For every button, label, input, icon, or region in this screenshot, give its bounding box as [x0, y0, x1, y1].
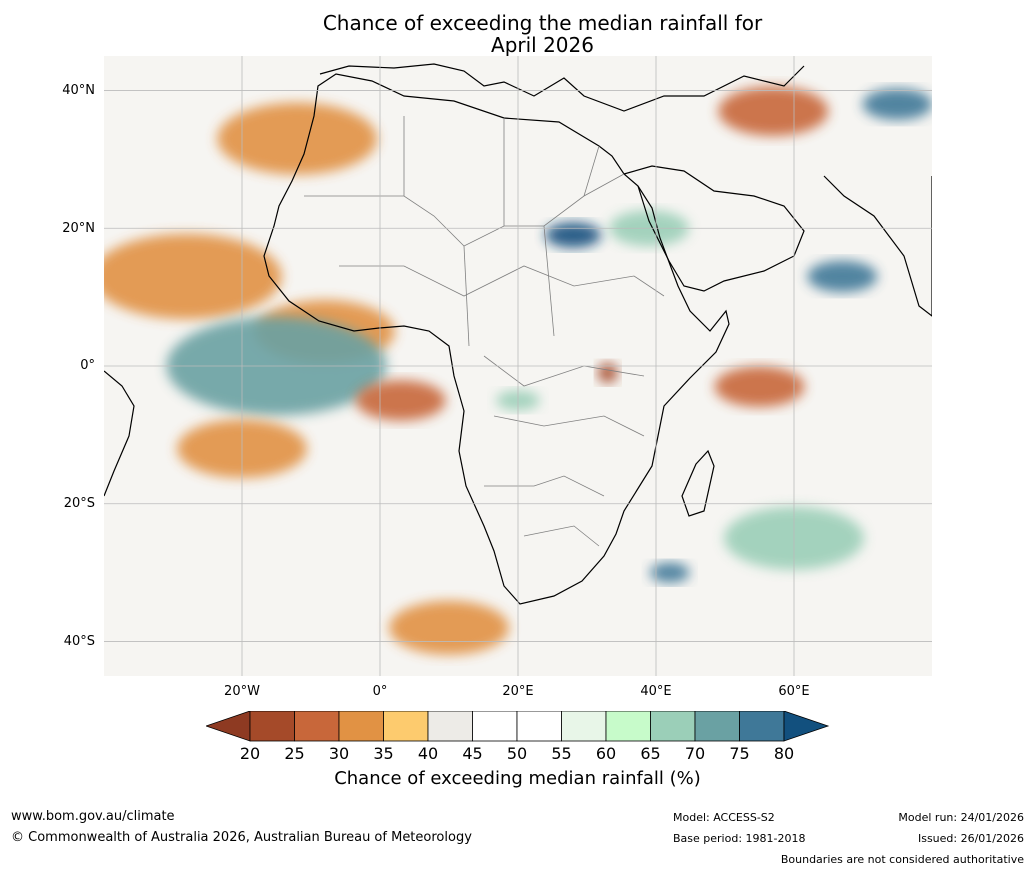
anomaly-region-central-asia: [862, 88, 932, 120]
country-borders: [304, 116, 665, 547]
anomaly-region-western-indian-ocean: [714, 366, 805, 407]
footer-model-run: Model run: 24/01/2026: [898, 811, 1024, 824]
lon-label-0: 0°: [372, 684, 388, 699]
anomaly-region-arabian-sea: [807, 260, 878, 293]
lat-label-20s: 20°S: [63, 496, 95, 511]
colorbar-bin: [605, 711, 651, 742]
coastlines: [104, 63, 932, 605]
colorbar-bin: [650, 711, 696, 742]
colorbar-bin: [383, 711, 429, 742]
footer-base-period: Base period: 1981-2018: [673, 832, 806, 845]
colorbar-bin: [427, 711, 473, 742]
lat-label-40s: 40°S: [63, 634, 95, 649]
lon-label-60e: 60°E: [778, 684, 810, 699]
colorbar-tick-label: 65: [640, 744, 661, 763]
lat-lon-gridlines: [104, 56, 932, 676]
colorbar-bin: [561, 711, 607, 742]
colorbar-extend-low: [206, 711, 251, 742]
colorbar-tick-label: 40: [417, 744, 439, 763]
footer-issued: Issued: 26/01/2026: [917, 832, 1024, 845]
colorbar: [206, 711, 830, 742]
anomaly-region-gulf-of-guinea: [355, 380, 446, 421]
lon-label-20w: 20°W: [224, 684, 260, 699]
colorbar-tick-label: 55: [551, 744, 572, 763]
madagascar-coastline: [681, 449, 715, 517]
europe-coastline: [319, 63, 805, 112]
lat-label-equator: 0°: [80, 358, 95, 373]
colorbar-tick-label: 25: [284, 744, 305, 763]
colorbar-bin: [294, 711, 340, 742]
colorbar-tick-label: 70: [684, 744, 706, 763]
anomaly-region-subtropical-atlantic: [217, 102, 378, 175]
india-coastline: [823, 175, 932, 317]
colorbar-bin: [472, 711, 518, 742]
colorbar-bin: [739, 711, 785, 742]
colorbar-tick-label: 45: [462, 744, 483, 763]
colorbar-tick-label: 50: [506, 744, 528, 763]
map-title-period: April 2026: [491, 33, 594, 57]
colorbar-tick-label: 80: [773, 744, 795, 763]
lat-label-20n: 20°N: [62, 221, 95, 236]
colorbar-tick-label: 35: [373, 744, 394, 763]
lat-label-40n: 40°N: [62, 83, 95, 98]
colorbar-tick-label: 30: [328, 744, 350, 763]
colorbar-label: Chance of exceeding median rainfall (%): [334, 768, 701, 789]
footer-model: Model: ACCESS-S2: [673, 811, 775, 824]
africa-coastline: [263, 73, 730, 605]
anomaly-region-iran: [718, 86, 829, 136]
colorbar-bin: [516, 711, 562, 742]
footer-boundaries-note: Boundaries are not considered authoritat…: [780, 853, 1024, 866]
colorbar-tick-label: 20: [239, 744, 261, 763]
anomaly-region-mozambique-channel: [649, 562, 690, 583]
lon-label-40e: 40°E: [640, 684, 672, 699]
anomaly-region-lake-victoria: [597, 362, 618, 383]
colorbar-tick-label: 75: [729, 744, 750, 763]
colorbar-bin: [338, 711, 384, 742]
colorbar-extend-high: [783, 711, 830, 742]
map-title: Chance of exceeding the median rainfall …: [322, 11, 763, 35]
colorbar-tick-label: 60: [595, 744, 617, 763]
colorbar-bin: [249, 711, 295, 742]
footer-url: www.bom.gov.au/climate: [11, 809, 175, 824]
footer-copyright: © Commonwealth of Australia 2026, Austra…: [11, 830, 472, 845]
forecast-map-canvas: [104, 56, 932, 676]
anomaly-region-sudan: [545, 222, 602, 248]
forecast-map: [104, 56, 932, 676]
colorbar-bin: [694, 711, 740, 742]
lon-label-20e: 20°E: [502, 684, 534, 699]
anomaly-region-tropical-north-atlantic: [104, 233, 282, 320]
south-america-coastline: [104, 370, 135, 497]
anomaly-region-southern-ocean: [389, 600, 509, 655]
